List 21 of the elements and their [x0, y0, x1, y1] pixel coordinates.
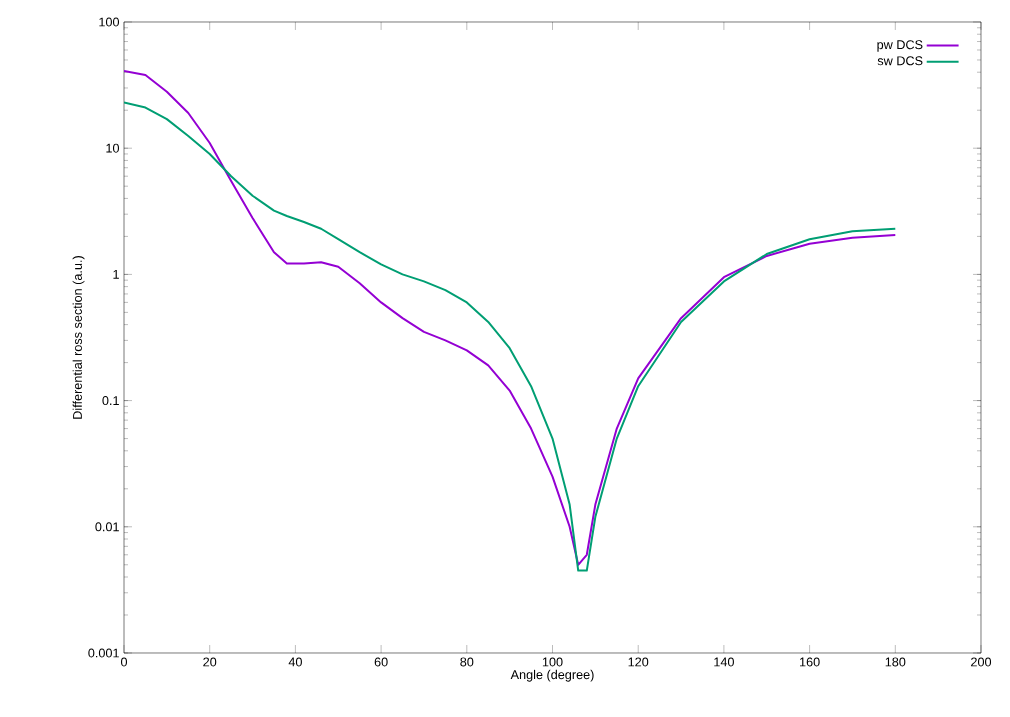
- x-tick-label: 120: [628, 657, 649, 667]
- x-axis-title: Angle (degree): [510, 669, 594, 682]
- x-tick-label: 140: [714, 657, 734, 667]
- y-tick-label: 0.1: [102, 396, 119, 406]
- x-tick-label: 60: [374, 657, 388, 667]
- x-tick-label: 20: [203, 657, 217, 667]
- legend-label: pw DCS: [877, 40, 923, 52]
- y-tick-label: 100: [99, 17, 120, 27]
- y-tick-label: 10: [106, 143, 120, 153]
- x-tick-label: 160: [800, 657, 820, 667]
- x-tick-label: 80: [460, 657, 474, 667]
- y-tick-label: 0.01: [95, 522, 119, 532]
- x-tick-label: 180: [885, 657, 906, 667]
- legend-label: sw DCS: [877, 56, 923, 66]
- x-tick-label: 40: [288, 657, 302, 667]
- x-tick-label: 200: [971, 657, 992, 667]
- y-tick-label: 0.001: [88, 648, 119, 658]
- x-tick-label: 100: [542, 657, 563, 667]
- y-axis-title: Differential ross section (a.u.): [72, 256, 85, 419]
- x-tick-label: 0: [120, 657, 128, 667]
- y-tick-label: 1: [113, 270, 119, 279]
